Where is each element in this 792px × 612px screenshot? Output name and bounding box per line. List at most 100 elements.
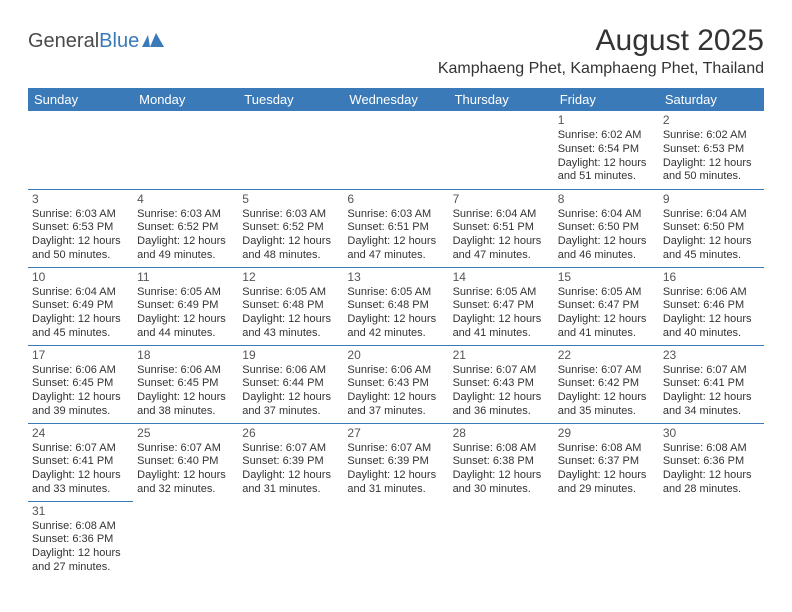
day-number: 6 <box>347 192 444 207</box>
day-number: 26 <box>242 426 339 441</box>
calendar-cell: 7Sunrise: 6:04 AMSunset: 6:51 PMDaylight… <box>449 189 554 267</box>
daylight-line: Daylight: 12 hours and 42 minutes. <box>347 313 444 341</box>
daylight-line: Daylight: 12 hours and 36 minutes. <box>453 391 550 419</box>
sunset-line: Sunset: 6:39 PM <box>242 455 339 469</box>
sunset-line: Sunset: 6:37 PM <box>558 455 655 469</box>
day-number: 23 <box>663 348 760 363</box>
calendar-cell: 26Sunrise: 6:07 AMSunset: 6:39 PMDayligh… <box>238 423 343 501</box>
sunset-line: Sunset: 6:51 PM <box>453 221 550 235</box>
calendar-cell <box>238 501 343 579</box>
sunset-line: Sunset: 6:51 PM <box>347 221 444 235</box>
day-number: 1 <box>558 113 655 128</box>
daylight-line: Daylight: 12 hours and 45 minutes. <box>663 235 760 263</box>
calendar-cell <box>449 501 554 579</box>
day-number: 30 <box>663 426 760 441</box>
logo: GeneralBlue <box>28 30 164 53</box>
daylight-line: Daylight: 12 hours and 41 minutes. <box>558 313 655 341</box>
calendar-cell: 23Sunrise: 6:07 AMSunset: 6:41 PMDayligh… <box>659 345 764 423</box>
calendar-cell: 28Sunrise: 6:08 AMSunset: 6:38 PMDayligh… <box>449 423 554 501</box>
sunrise-line: Sunrise: 6:08 AM <box>453 442 550 456</box>
calendar-cell: 6Sunrise: 6:03 AMSunset: 6:51 PMDaylight… <box>343 189 448 267</box>
logo-text-general: General <box>28 30 99 53</box>
daylight-line: Daylight: 12 hours and 35 minutes. <box>558 391 655 419</box>
sunrise-line: Sunrise: 6:07 AM <box>347 442 444 456</box>
day-header: Saturday <box>659 88 764 111</box>
day-number: 8 <box>558 192 655 207</box>
daylight-line: Daylight: 12 hours and 30 minutes. <box>453 469 550 497</box>
daylight-line: Daylight: 12 hours and 44 minutes. <box>137 313 234 341</box>
calendar-cell: 22Sunrise: 6:07 AMSunset: 6:42 PMDayligh… <box>554 345 659 423</box>
daylight-line: Daylight: 12 hours and 47 minutes. <box>347 235 444 263</box>
day-number: 9 <box>663 192 760 207</box>
sunrise-line: Sunrise: 6:05 AM <box>242 286 339 300</box>
daylight-line: Daylight: 12 hours and 40 minutes. <box>663 313 760 341</box>
day-number: 29 <box>558 426 655 441</box>
calendar-cell: 17Sunrise: 6:06 AMSunset: 6:45 PMDayligh… <box>28 345 133 423</box>
sunset-line: Sunset: 6:53 PM <box>663 143 760 157</box>
sunset-line: Sunset: 6:48 PM <box>242 299 339 313</box>
sunset-line: Sunset: 6:52 PM <box>242 221 339 235</box>
day-number: 18 <box>137 348 234 363</box>
sunrise-line: Sunrise: 6:03 AM <box>137 208 234 222</box>
sunrise-line: Sunrise: 6:02 AM <box>663 129 760 143</box>
location-text: Kamphaeng Phet, Kamphaeng Phet, Thailand <box>438 60 764 78</box>
calendar-cell: 19Sunrise: 6:06 AMSunset: 6:44 PMDayligh… <box>238 345 343 423</box>
daylight-line: Daylight: 12 hours and 48 minutes. <box>242 235 339 263</box>
daylight-line: Daylight: 12 hours and 31 minutes. <box>242 469 339 497</box>
day-number: 19 <box>242 348 339 363</box>
calendar-header: SundayMondayTuesdayWednesdayThursdayFrid… <box>28 88 764 111</box>
calendar-cell <box>343 111 448 189</box>
calendar-cell: 29Sunrise: 6:08 AMSunset: 6:37 PMDayligh… <box>554 423 659 501</box>
calendar-cell <box>554 501 659 579</box>
sunset-line: Sunset: 6:49 PM <box>137 299 234 313</box>
day-header: Friday <box>554 88 659 111</box>
calendar-cell: 2Sunrise: 6:02 AMSunset: 6:53 PMDaylight… <box>659 111 764 189</box>
sunrise-line: Sunrise: 6:07 AM <box>242 442 339 456</box>
daylight-line: Daylight: 12 hours and 47 minutes. <box>453 235 550 263</box>
calendar-cell: 10Sunrise: 6:04 AMSunset: 6:49 PMDayligh… <box>28 267 133 345</box>
day-header: Wednesday <box>343 88 448 111</box>
sunrise-line: Sunrise: 6:08 AM <box>32 520 129 534</box>
sunset-line: Sunset: 6:49 PM <box>32 299 129 313</box>
sunset-line: Sunset: 6:50 PM <box>663 221 760 235</box>
page: GeneralBlue August 2025 Kamphaeng Phet, … <box>0 0 792 589</box>
calendar-cell: 18Sunrise: 6:06 AMSunset: 6:45 PMDayligh… <box>133 345 238 423</box>
calendar-cell <box>133 501 238 579</box>
daylight-line: Daylight: 12 hours and 41 minutes. <box>453 313 550 341</box>
sunrise-line: Sunrise: 6:04 AM <box>663 208 760 222</box>
sunset-line: Sunset: 6:39 PM <box>347 455 444 469</box>
sunrise-line: Sunrise: 6:07 AM <box>453 364 550 378</box>
day-number: 5 <box>242 192 339 207</box>
calendar-cell: 24Sunrise: 6:07 AMSunset: 6:41 PMDayligh… <box>28 423 133 501</box>
day-number: 22 <box>558 348 655 363</box>
calendar-cell <box>449 111 554 189</box>
daylight-line: Daylight: 12 hours and 29 minutes. <box>558 469 655 497</box>
sunrise-line: Sunrise: 6:06 AM <box>32 364 129 378</box>
sunset-line: Sunset: 6:41 PM <box>32 455 129 469</box>
daylight-line: Daylight: 12 hours and 50 minutes. <box>32 235 129 263</box>
calendar-cell: 30Sunrise: 6:08 AMSunset: 6:36 PMDayligh… <box>659 423 764 501</box>
sunset-line: Sunset: 6:36 PM <box>32 533 129 547</box>
sunset-line: Sunset: 6:44 PM <box>242 377 339 391</box>
daylight-line: Daylight: 12 hours and 45 minutes. <box>32 313 129 341</box>
sunset-line: Sunset: 6:42 PM <box>558 377 655 391</box>
day-number: 13 <box>347 270 444 285</box>
calendar-cell: 9Sunrise: 6:04 AMSunset: 6:50 PMDaylight… <box>659 189 764 267</box>
day-number: 27 <box>347 426 444 441</box>
sunrise-line: Sunrise: 6:07 AM <box>663 364 760 378</box>
sunset-line: Sunset: 6:40 PM <box>137 455 234 469</box>
sunrise-line: Sunrise: 6:07 AM <box>32 442 129 456</box>
day-number: 4 <box>137 192 234 207</box>
calendar-cell <box>238 111 343 189</box>
calendar-table: SundayMondayTuesdayWednesdayThursdayFrid… <box>28 88 764 579</box>
sunrise-line: Sunrise: 6:07 AM <box>137 442 234 456</box>
calendar-cell: 15Sunrise: 6:05 AMSunset: 6:47 PMDayligh… <box>554 267 659 345</box>
daylight-line: Daylight: 12 hours and 37 minutes. <box>242 391 339 419</box>
daylight-line: Daylight: 12 hours and 37 minutes. <box>347 391 444 419</box>
sunrise-line: Sunrise: 6:08 AM <box>558 442 655 456</box>
sunset-line: Sunset: 6:41 PM <box>663 377 760 391</box>
page-title: August 2025 <box>438 24 764 58</box>
sunrise-line: Sunrise: 6:05 AM <box>558 286 655 300</box>
calendar-cell: 16Sunrise: 6:06 AMSunset: 6:46 PMDayligh… <box>659 267 764 345</box>
calendar-cell <box>28 111 133 189</box>
